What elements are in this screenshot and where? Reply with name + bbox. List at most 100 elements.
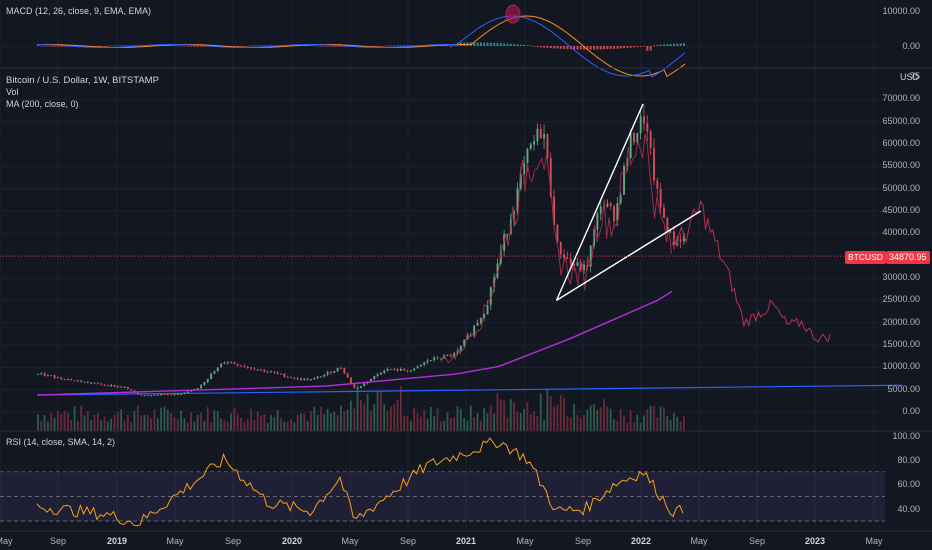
time-axis-label: 2020 [281,536,303,546]
candle [150,395,153,397]
macd-histogram-bar [63,46,66,47]
macd-histogram-bar [406,45,409,46]
macd-histogram-bar [103,46,106,47]
candle [330,371,332,373]
macd-histogram-bar [130,45,133,46]
candle [320,376,322,378]
price-scale-label: 0.00 [902,41,920,51]
candle [126,386,129,390]
macd-histogram-bar [646,46,649,51]
main-panel[interactable] [0,103,903,431]
candle [180,393,183,395]
candle [160,394,163,396]
price-scale-label: 20000.00 [882,316,920,327]
time-axis-label: Sep [224,536,242,546]
volume-bar [363,403,366,431]
macd-histogram-bar [246,46,249,47]
volume-bar [549,396,552,431]
time-axis-label: Sep [49,536,67,546]
candle [449,355,452,357]
candle [146,395,149,397]
candle [523,163,526,175]
candle [170,394,173,396]
volume-bar [216,411,219,431]
volume-bar [536,415,539,431]
candle [66,379,69,381]
volume-bar [260,415,262,431]
candle [406,370,409,372]
volume-bar [290,419,292,431]
macd-histogram-bar [553,46,556,49]
volume-bar [419,416,422,431]
volume-bar [236,414,239,431]
candle [196,388,199,390]
candle [273,371,276,373]
macd-histogram-bar [196,46,199,47]
time-axis-label: 2019 [106,536,128,546]
volume-bar [526,402,529,431]
macd-histogram-bar [306,45,309,46]
ma-label: MA (200, close, 0) [6,99,79,109]
volume-bar [206,406,209,431]
long-trend-line [36,384,903,396]
wedge-trendline [556,210,702,301]
volume-bar [556,404,559,431]
macd-histogram-bar [240,46,243,47]
candle [516,188,519,212]
volume-bar [583,415,585,431]
macd-histogram-bar [100,46,103,47]
candle [53,375,56,379]
macd-histogram-bar [373,46,376,47]
candle [283,373,286,377]
candle [253,368,256,370]
macd-histogram-bar [389,45,392,46]
candle [663,207,665,218]
volume-bar [350,400,352,431]
macd-panel[interactable] [0,4,885,78]
macd-line [37,15,686,78]
macd-histogram-bar [310,45,313,46]
volume-bar [316,414,319,431]
volume-bar [473,416,476,431]
candle [370,378,372,382]
candle [123,386,126,388]
price-scale-label: 25000.00 [882,294,920,305]
macd-histogram-bar [37,45,39,46]
macd-histogram-bar [479,42,482,46]
candle [90,382,93,384]
candle [310,379,312,381]
volume-bar [293,422,296,431]
volume-bar [86,410,89,431]
volume-bar [63,410,66,431]
volume-bar [136,405,139,431]
volume-bar [123,420,126,431]
volume-bar [523,408,525,431]
volume-bar [46,421,49,431]
candle [96,382,99,384]
candle [286,376,289,378]
candle [643,116,645,124]
macd-histogram-bar [330,46,333,47]
candle [37,373,39,375]
price-scale-label: 55000.00 [882,160,920,171]
candle [303,378,306,381]
macd-histogram-bar [183,46,186,47]
candle [556,224,559,242]
macd-histogram-bar [533,46,536,47]
volume-bar [56,411,59,431]
price-scale-label: 40.00 [897,504,920,514]
volume-bar [223,419,226,431]
macd-histogram-bar [676,43,679,46]
volume-bar [629,409,632,431]
volume-bar [213,410,216,431]
volume-bar [60,414,63,431]
candle [76,380,79,382]
rsi-panel[interactable] [0,437,885,527]
candle [86,381,89,383]
macd-histogram-bar [496,43,499,46]
volume-bar [533,411,535,431]
volume-bar [373,404,376,431]
candle [506,234,509,236]
volume-bar [493,413,496,431]
